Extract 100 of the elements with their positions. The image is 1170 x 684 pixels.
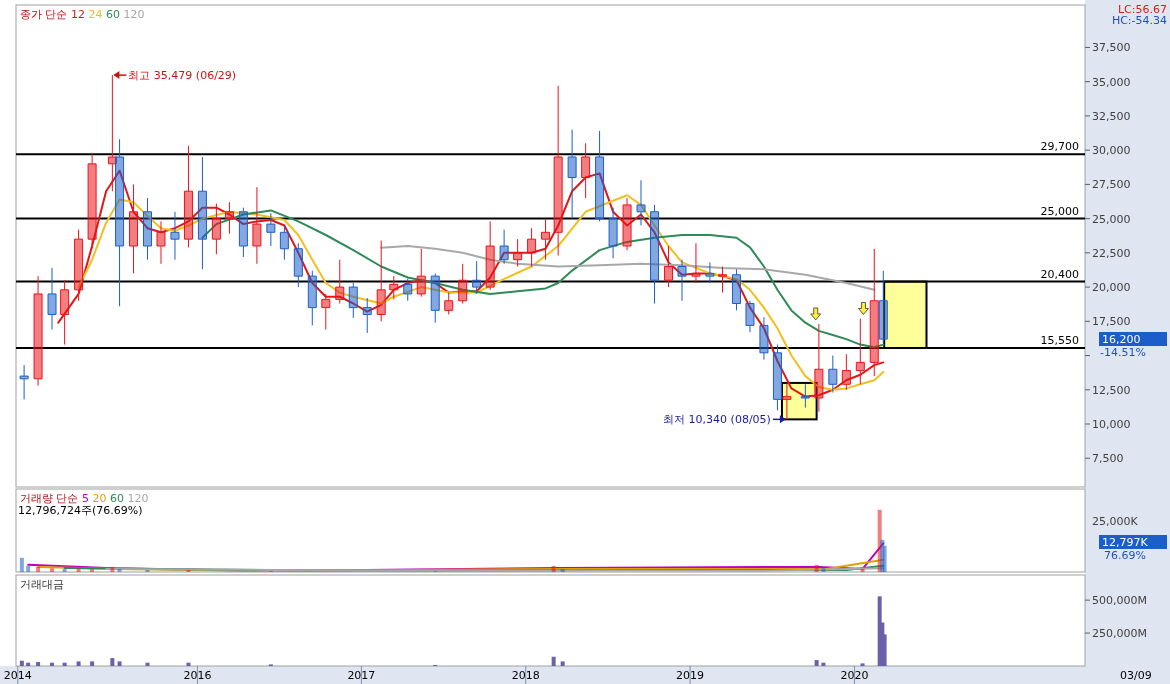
- text: 12: [71, 8, 89, 21]
- candlestick: [197, 156, 207, 270]
- candlestick: [841, 353, 851, 391]
- candlestick: [636, 179, 646, 226]
- bar: [36, 566, 41, 572]
- bar: [186, 662, 191, 666]
- candlestick: [252, 186, 262, 265]
- bar: [560, 661, 565, 666]
- candlestick: [19, 364, 29, 400]
- candlestick: [458, 263, 468, 305]
- bar: [19, 660, 24, 666]
- candlestick: [472, 260, 482, 295]
- candlestick: [87, 152, 97, 250]
- text: LC:56.67: [1117, 3, 1167, 16]
- text: 16,200: [1102, 333, 1141, 346]
- candlestick: [211, 203, 221, 255]
- bar: [814, 660, 819, 666]
- candlestick: [376, 240, 386, 322]
- candlestick: [691, 242, 701, 284]
- candlestick: [828, 355, 838, 394]
- bar: [26, 565, 31, 572]
- ref-line-label: 20,400: [1040, 267, 1079, 281]
- bar: [551, 656, 556, 666]
- candlestick: [115, 138, 125, 307]
- candlestick: [595, 130, 605, 222]
- x-tick-label: 2014: [3, 669, 32, 682]
- bar: [882, 545, 887, 572]
- bar: [36, 662, 41, 666]
- candlestick: [759, 316, 769, 361]
- x-tick-label: 2016: [183, 669, 212, 682]
- bar: [90, 568, 95, 572]
- candlestick: [541, 218, 551, 261]
- text: 76.69%: [1104, 549, 1146, 562]
- candlestick: [416, 248, 426, 298]
- bar: [186, 569, 191, 572]
- candlestick: [878, 270, 888, 344]
- text: 25,000K: [1092, 515, 1139, 528]
- ref-line-label: 25,000: [1040, 204, 1079, 218]
- candlestick: [430, 272, 440, 324]
- x-tick-label: 2019: [676, 669, 705, 682]
- candlestick: [321, 293, 331, 331]
- candlestick: [677, 259, 687, 302]
- y-tick-label: 17,500: [1092, 315, 1131, 329]
- candlestick: [650, 204, 660, 305]
- bar: [821, 568, 826, 572]
- y-tick-label: 20,000: [1092, 281, 1131, 295]
- bar: [551, 565, 556, 572]
- bar: [560, 568, 565, 572]
- bar: [117, 568, 122, 572]
- ref-line-label: 15,550: [1040, 334, 1079, 348]
- line-series: [77, 194, 885, 391]
- bar: [145, 662, 150, 666]
- candlestick: [718, 266, 728, 294]
- candlestick: [293, 242, 303, 288]
- line-series: [57, 169, 885, 398]
- candlestick: [527, 227, 537, 268]
- candlestick: [403, 278, 413, 302]
- bar: [19, 557, 24, 572]
- candlestick: [238, 207, 248, 258]
- candlestick: [499, 229, 509, 265]
- y-tick-label: 25,000: [1092, 212, 1131, 226]
- bar: [145, 569, 150, 572]
- bar: [26, 662, 31, 666]
- candlestick: [224, 201, 234, 235]
- bar: [76, 661, 81, 666]
- text: 120: [127, 492, 149, 505]
- candlestick: [183, 145, 193, 248]
- y-tick-label: 30,000: [1092, 144, 1131, 158]
- candlestick: [772, 344, 782, 411]
- candlestick: [855, 318, 865, 385]
- annotation: 최저 10,340 (08/05): [663, 413, 771, 427]
- candlestick: [335, 259, 345, 305]
- bar: [110, 566, 115, 572]
- candlestick: [266, 212, 276, 247]
- bar: [50, 662, 55, 666]
- annotation: 최고 35,479 (06/29): [128, 69, 237, 83]
- bar: [50, 568, 55, 572]
- text: 120: [123, 8, 145, 21]
- y-tick-label: 27,500: [1092, 178, 1131, 192]
- text: -14.51%: [1100, 346, 1146, 359]
- candlestick: [782, 382, 792, 420]
- candlestick: [800, 383, 810, 409]
- y-tick-label: 10,000: [1092, 418, 1131, 432]
- text: 20: [92, 492, 110, 505]
- candlestick: [444, 292, 454, 315]
- candlestick: [513, 238, 523, 268]
- bar: [76, 568, 81, 572]
- text: 12,797K: [1102, 536, 1149, 549]
- y-tick-label: 500,000M: [1092, 594, 1147, 608]
- bar: [62, 662, 67, 666]
- x-tick-label: 2017: [347, 669, 376, 682]
- x-tick-label: 2020: [840, 669, 869, 682]
- bar: [110, 658, 115, 666]
- candlestick: [170, 211, 180, 261]
- bar: [821, 662, 826, 666]
- candlestick: [362, 297, 372, 334]
- text: HC:-54.34: [1111, 14, 1167, 27]
- line-series: [201, 209, 885, 349]
- legend-title: 거래량 단순: [20, 492, 82, 505]
- candlestick: [129, 183, 139, 274]
